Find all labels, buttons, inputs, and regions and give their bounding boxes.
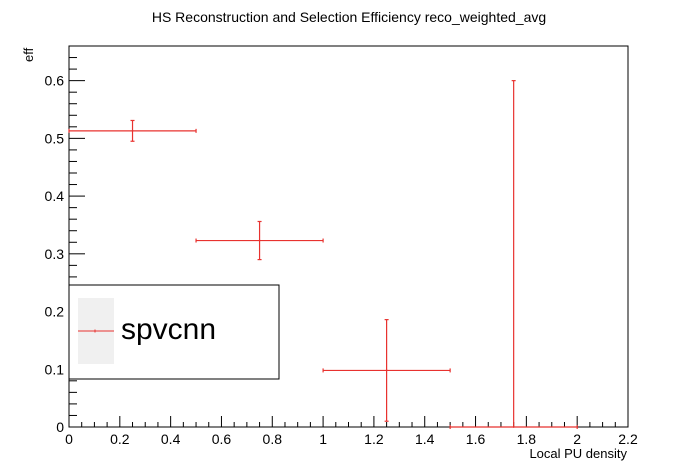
data-point bbox=[258, 239, 261, 242]
x-tick-label: 0.4 bbox=[161, 431, 181, 447]
y-tick-label: 0 bbox=[56, 419, 64, 435]
data-marks bbox=[68, 80, 578, 429]
y-tick-label: 0.4 bbox=[45, 188, 65, 204]
data-point bbox=[512, 426, 515, 428]
x-tick-label: 1.6 bbox=[466, 431, 486, 447]
x-tick-label: 1 bbox=[319, 431, 327, 447]
x-tick-label: 0.6 bbox=[212, 431, 232, 447]
x-tick-label: 0 bbox=[65, 431, 73, 447]
x-tick-label: 1.4 bbox=[415, 431, 435, 447]
y-tick-label: 0.3 bbox=[45, 246, 65, 262]
chart-title: HS Reconstruction and Selection Efficien… bbox=[152, 9, 546, 25]
y-axis-label: eff bbox=[21, 47, 36, 62]
y-tick-label: 0.2 bbox=[45, 304, 65, 320]
x-tick-label: 1.8 bbox=[517, 431, 537, 447]
x-tick-label: 1.2 bbox=[364, 431, 384, 447]
y-tick-label: 0.1 bbox=[45, 361, 65, 377]
x-tick-label: 2 bbox=[573, 431, 581, 447]
axis-ticks: 0 0.2 0.4 0.6 0.8 1 1.2 1.4 1.6 1.8 2 2.2 0 0.1 0.2 0.3… bbox=[45, 45, 638, 447]
y-tick-label: 0.5 bbox=[45, 130, 65, 146]
x-axis-label: Local PU density bbox=[529, 446, 627, 461]
y-tick-label: 0.6 bbox=[45, 73, 65, 89]
legend-label: spvcnn bbox=[121, 313, 216, 346]
x-tick-label: 0.8 bbox=[263, 431, 283, 447]
data-point bbox=[385, 369, 388, 372]
legend: spvcnn bbox=[68, 284, 280, 380]
x-tick-label: 0.2 bbox=[110, 431, 130, 447]
data-point bbox=[131, 129, 134, 132]
x-tick-label: 2.2 bbox=[618, 431, 638, 447]
